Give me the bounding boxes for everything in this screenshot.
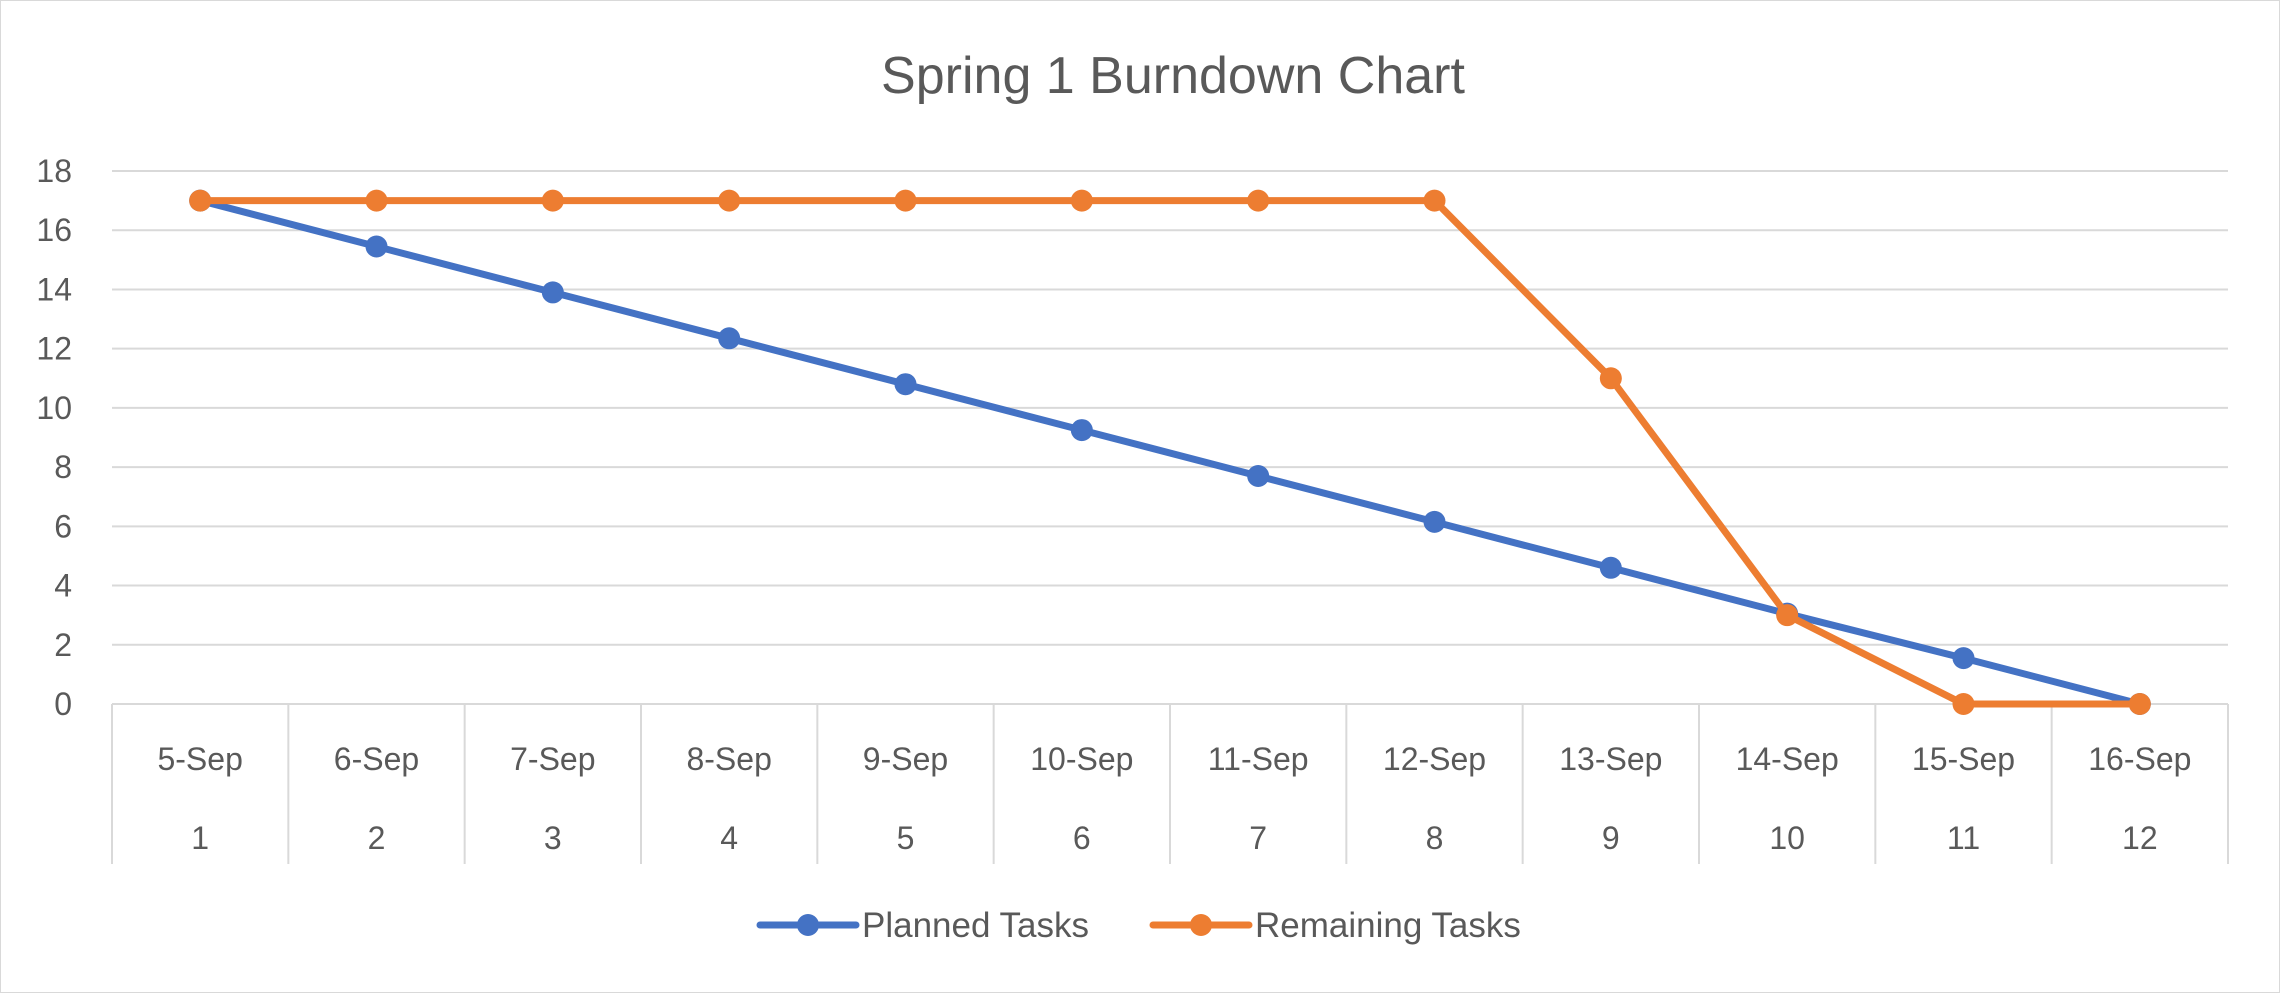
legend-item: Remaining Tasks	[1149, 906, 1521, 945]
series-layer	[189, 189, 2151, 715]
legend-swatch-marker	[1190, 914, 1212, 936]
y-tick-label: 0	[54, 686, 72, 722]
data-point	[1599, 556, 1622, 579]
data-point	[1599, 367, 1622, 390]
x-tick-day: 11	[1947, 820, 1980, 856]
y-tick-label: 6	[54, 508, 72, 544]
x-tick-date: 14-Sep	[1736, 741, 1839, 777]
x-tick-date: 8-Sep	[686, 741, 771, 777]
x-tick-date: 12-Sep	[1383, 741, 1486, 777]
data-point	[718, 327, 741, 350]
x-tick-day: 8	[1426, 820, 1444, 856]
x-tick-date: 15-Sep	[1912, 741, 2015, 777]
x-tick-day: 4	[720, 820, 738, 856]
legend: Planned Tasks Remaining Tasks	[756, 906, 1521, 945]
x-tick-date: 10-Sep	[1030, 741, 1133, 777]
x-tick-date: 16-Sep	[2088, 741, 2191, 777]
x-tick-day: 3	[544, 820, 562, 856]
x-tick-date: 13-Sep	[1559, 741, 1662, 777]
x-axis: 5-Sep16-Sep27-Sep38-Sep49-Sep510-Sep611-…	[111, 703, 2229, 864]
y-tick-label: 16	[36, 212, 72, 248]
x-tick-day: 2	[368, 820, 386, 856]
data-point	[189, 189, 212, 212]
x-tick-day: 6	[1073, 820, 1091, 856]
x-tick-date: 7-Sep	[510, 741, 595, 777]
series-1	[189, 189, 2151, 715]
x-tick-date: 5-Sep	[157, 741, 242, 777]
data-point	[365, 189, 388, 212]
y-tick-label: 18	[36, 153, 72, 189]
series-line	[196, 197, 2144, 708]
data-point	[1952, 693, 1975, 715]
y-tick-label: 14	[36, 271, 72, 307]
y-tick-label: 12	[36, 331, 72, 367]
y-tick-label: 10	[36, 390, 72, 426]
y-axis-ticks: 0 2 4 6 8 10 12 14 16 18	[36, 153, 72, 722]
series-0	[189, 189, 2151, 715]
data-point	[894, 189, 917, 212]
chart-title: Spring 1 Burndown Chart	[881, 47, 1465, 105]
legend-label: Planned Tasks	[862, 906, 1089, 945]
data-point	[541, 189, 564, 212]
series-line	[196, 197, 2144, 708]
x-tick-day: 12	[2122, 820, 2158, 856]
data-point	[1952, 647, 1975, 670]
legend-label: Remaining Tasks	[1255, 906, 1521, 945]
x-tick-day: 5	[897, 820, 915, 856]
data-point	[2128, 693, 2151, 715]
x-tick-date: 11-Sep	[1208, 741, 1309, 777]
x-tick-date: 9-Sep	[863, 741, 948, 777]
data-point	[1070, 419, 1093, 442]
x-tick-day: 1	[191, 820, 209, 856]
y-tick-label: 4	[54, 568, 72, 604]
y-tick-label: 8	[54, 449, 72, 485]
data-point	[718, 189, 741, 212]
x-tick-day: 9	[1602, 820, 1620, 856]
x-tick-date: 6-Sep	[334, 741, 419, 777]
data-point	[541, 281, 564, 304]
data-point	[1247, 189, 1270, 212]
x-tick-day: 7	[1249, 820, 1267, 856]
y-tick-label: 2	[54, 627, 72, 663]
data-point	[1776, 604, 1799, 627]
data-point	[894, 373, 917, 396]
grid-lines	[112, 170, 2228, 646]
legend-item: Planned Tasks	[756, 906, 1089, 945]
data-point	[1423, 189, 1446, 212]
data-point	[1423, 510, 1446, 533]
x-tick-day: 10	[1769, 820, 1805, 856]
data-point	[365, 235, 388, 258]
data-point	[1247, 464, 1270, 487]
data-point	[1070, 189, 1093, 212]
legend-swatch-marker	[797, 914, 819, 936]
